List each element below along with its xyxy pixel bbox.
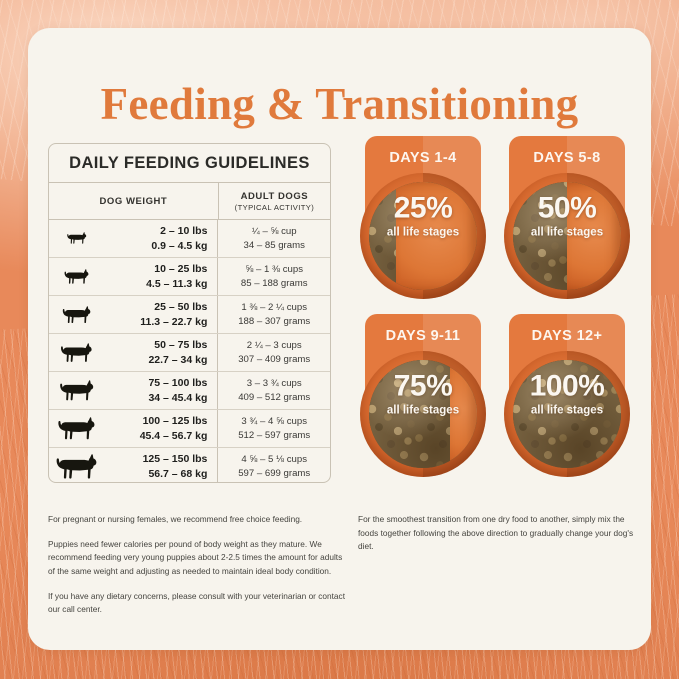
amount-grams: 188 – 307 grams [238,315,311,327]
cell-dog-weight: 100 – 125 lbs 45.4 – 56.7 kg [104,410,219,447]
table-row: 100 – 125 lbs 45.4 – 56.7 kg 3 ¾ – 4 ⅝ cup… [49,410,330,448]
page-title: Feeding & Transitioning [100,79,579,129]
dog-silhouette-medium [49,334,104,371]
amount-cups: 3 ¾ – 4 ⅝ cups [241,416,307,428]
cell-adult-amount: ⅝ – 1 ⅜ cups 85 – 188 grams [218,258,330,295]
amount-grams: 85 – 188 grams [240,277,308,289]
table-row: 2 – 10 lbs 0.9 – 4.5 kg ¼ – ⅝ cup 34 – 85 g… [49,220,330,258]
cell-adult-amount: 3 – 3 ¾ cups 409 – 512 grams [218,372,330,409]
column-header-adult-dogs: ADULT DOGS (TYPICAL ACTIVITY) [219,183,330,219]
note-paragraph: For the smoothest transition from one dr… [358,514,634,552]
amount-cups: 4 ⅝ – 5 ⅛ cups [241,454,307,466]
weight-kg: 4.5 – 11.3 kg [146,277,208,290]
kibble-fill [369,182,477,290]
column-header-dog-weight-label: DOG WEIGHT [99,195,168,207]
transition-notes-right: For the smoothest transition from one dr… [358,513,638,554]
weight-lbs: 125 – 150 lbs [142,453,208,466]
food-bowl [504,351,630,477]
weight-lbs: 2 – 10 lbs [160,225,208,238]
food-bowl [360,351,486,477]
transition-step: DAYS 9-11 75% all life stages [360,314,486,477]
note-paragraph: For pregnant or nursing females, we reco… [48,514,303,524]
food-bowl [504,173,630,299]
weight-kg: 34 – 45.4 kg [148,391,208,404]
column-header-adult-dogs-label: ADULT DOGS [240,190,309,202]
cell-dog-weight: 75 – 100 lbs 34 – 45.4 kg [104,372,219,409]
bowl-empty-portion [396,182,477,290]
kibble-fill [369,360,477,468]
days-label: DAYS 5-8 [533,150,601,166]
dog-silhouette-toy [49,220,104,257]
cell-dog-weight: 10 – 25 lbs 4.5 – 11.3 kg [104,258,219,295]
note-paragraph: Puppies need fewer calories per pound of… [48,538,343,577]
amount-cups: 1 ⅜ – 2 ¼ cups [241,302,307,314]
transition-step: DAYS 1-4 25% all life stages [360,136,486,299]
table-row: 125 – 150 lbs 56.7 – 68 kg 4 ⅝ – 5 ⅛ cups 5… [49,448,330,482]
table-row: 10 – 25 lbs 4.5 – 11.3 kg ⅝ – 1 ⅜ cups 85 –… [49,258,330,296]
table-row: 25 – 50 lbs 11.3 – 22.7 kg 1 ⅜ – 2 ¼ cups 1… [49,296,330,334]
weight-kg: 0.9 – 4.5 kg [151,239,208,252]
amount-grams: 512 – 597 grams [238,429,311,441]
cell-dog-weight: 2 – 10 lbs 0.9 – 4.5 kg [104,220,219,257]
weight-lbs: 10 – 25 lbs [154,263,208,276]
amount-grams: 597 – 699 grams [238,467,311,479]
kibble-fill [513,182,621,290]
table-body: 2 – 10 lbs 0.9 – 4.5 kg ¼ – ⅝ cup 34 – 85 g… [49,220,330,482]
cell-dog-weight: 125 – 150 lbs 56.7 – 68 kg [104,448,219,482]
cell-dog-weight: 50 – 75 lbs 22.7 – 34 kg [104,334,219,371]
amount-grams: 409 – 512 grams [238,391,311,403]
table-row: 50 – 75 lbs 22.7 – 34 kg 2 ¼ – 3 cups 307 –… [49,334,330,372]
bowl-empty-portion [450,360,477,468]
cell-adult-amount: 4 ⅝ – 5 ⅛ cups 597 – 699 grams [218,448,330,482]
kibble-fill [513,360,621,468]
dog-silhouette-small [49,258,104,295]
dog-silhouette-large [49,372,104,409]
note-paragraph: If you have any dietary concerns, please… [48,590,346,615]
table-header-row: DOG WEIGHT ADULT DOGS (TYPICAL ACTIVITY) [49,183,330,220]
weight-kg: 22.7 – 34 kg [148,353,208,366]
transition-schedule: DAYS 1-4 25% all life stages DAYS 5-8 50% all… [360,136,635,481]
weight-kg: 11.3 – 22.7 kg [140,315,208,328]
daily-feeding-guidelines-table: DAILY FEEDING GUIDELINES DOG WEIGHT ADUL… [48,143,331,483]
weight-lbs: 25 – 50 lbs [154,301,208,314]
bowl-empty-portion [567,182,621,290]
cell-adult-amount: 2 ¼ – 3 cups 307 – 409 grams [218,334,330,371]
days-label: DAYS 9-11 [385,328,461,344]
dog-silhouette-medium-small [49,296,104,333]
days-label: DAYS 12+ [531,328,603,344]
dog-silhouette-xlarge [49,410,104,447]
cell-dog-weight: 25 – 50 lbs 11.3 – 22.7 kg [104,296,219,333]
weight-lbs: 75 – 100 lbs [148,377,208,390]
kibble-shading [513,360,621,468]
amount-cups: ⅝ – 1 ⅜ cups [245,264,303,276]
weight-kg: 56.7 – 68 kg [148,467,208,480]
table-row: 75 – 100 lbs 34 – 45.4 kg 3 – 3 ¾ cups 409 … [49,372,330,410]
amount-cups: 3 – 3 ¾ cups [246,378,302,390]
dog-silhouette-giant [49,448,104,482]
content-card: Feeding & Transitioning DAILY FEEDING GU… [28,28,651,650]
weight-lbs: 100 – 125 lbs [142,415,208,428]
kibble-texture [513,360,621,468]
amount-cups: 2 ¼ – 3 cups [246,340,302,352]
amount-grams: 307 – 409 grams [238,353,311,365]
transition-step: DAYS 12+ 100% all life stages [504,314,630,477]
days-label: DAYS 1-4 [389,150,457,166]
column-header-typical-activity-label: (TYPICAL ACTIVITY) [234,202,315,212]
food-bowl [360,173,486,299]
amount-cups: ¼ – ⅝ cup [251,226,297,238]
weight-lbs: 50 – 75 lbs [154,339,208,352]
cell-adult-amount: 1 ⅜ – 2 ¼ cups 188 – 307 grams [218,296,330,333]
cell-adult-amount: 3 ¾ – 4 ⅝ cups 512 – 597 grams [218,410,330,447]
column-header-dog-weight: DOG WEIGHT [49,183,219,219]
cell-adult-amount: ¼ – ⅝ cup 34 – 85 grams [218,220,330,257]
feeding-notes-left: For pregnant or nursing females, we reco… [48,513,348,617]
transition-step: DAYS 5-8 50% all life stages [504,136,630,299]
table-title: DAILY FEEDING GUIDELINES [49,144,330,183]
weight-kg: 45.4 – 56.7 kg [139,429,208,442]
amount-grams: 34 – 85 grams [243,239,305,251]
